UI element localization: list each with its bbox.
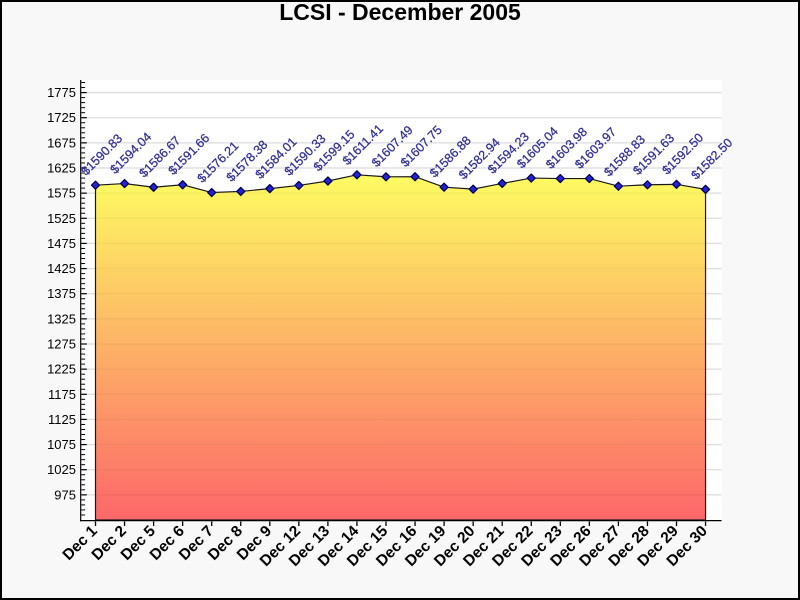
svg-text:1175: 1175 (48, 387, 76, 402)
svg-text:1425: 1425 (47, 261, 76, 276)
svg-text:1275: 1275 (47, 337, 76, 352)
svg-text:1625: 1625 (47, 161, 76, 176)
svg-text:1225: 1225 (47, 362, 76, 377)
svg-text:1475: 1475 (47, 236, 76, 251)
svg-text:1125: 1125 (48, 412, 76, 427)
svg-text:975: 975 (54, 487, 76, 502)
svg-text:1525: 1525 (47, 211, 76, 226)
svg-text:1075: 1075 (47, 437, 76, 452)
svg-text:1775: 1775 (47, 85, 76, 100)
svg-text:1375: 1375 (47, 286, 76, 301)
svg-text:1025: 1025 (47, 462, 76, 477)
svg-text:1575: 1575 (47, 186, 76, 201)
svg-text:1725: 1725 (47, 110, 76, 125)
svg-text:1675: 1675 (47, 135, 76, 150)
svg-text:LCSI - December 2005: LCSI - December 2005 (279, 0, 521, 25)
svg-text:1325: 1325 (47, 311, 76, 326)
